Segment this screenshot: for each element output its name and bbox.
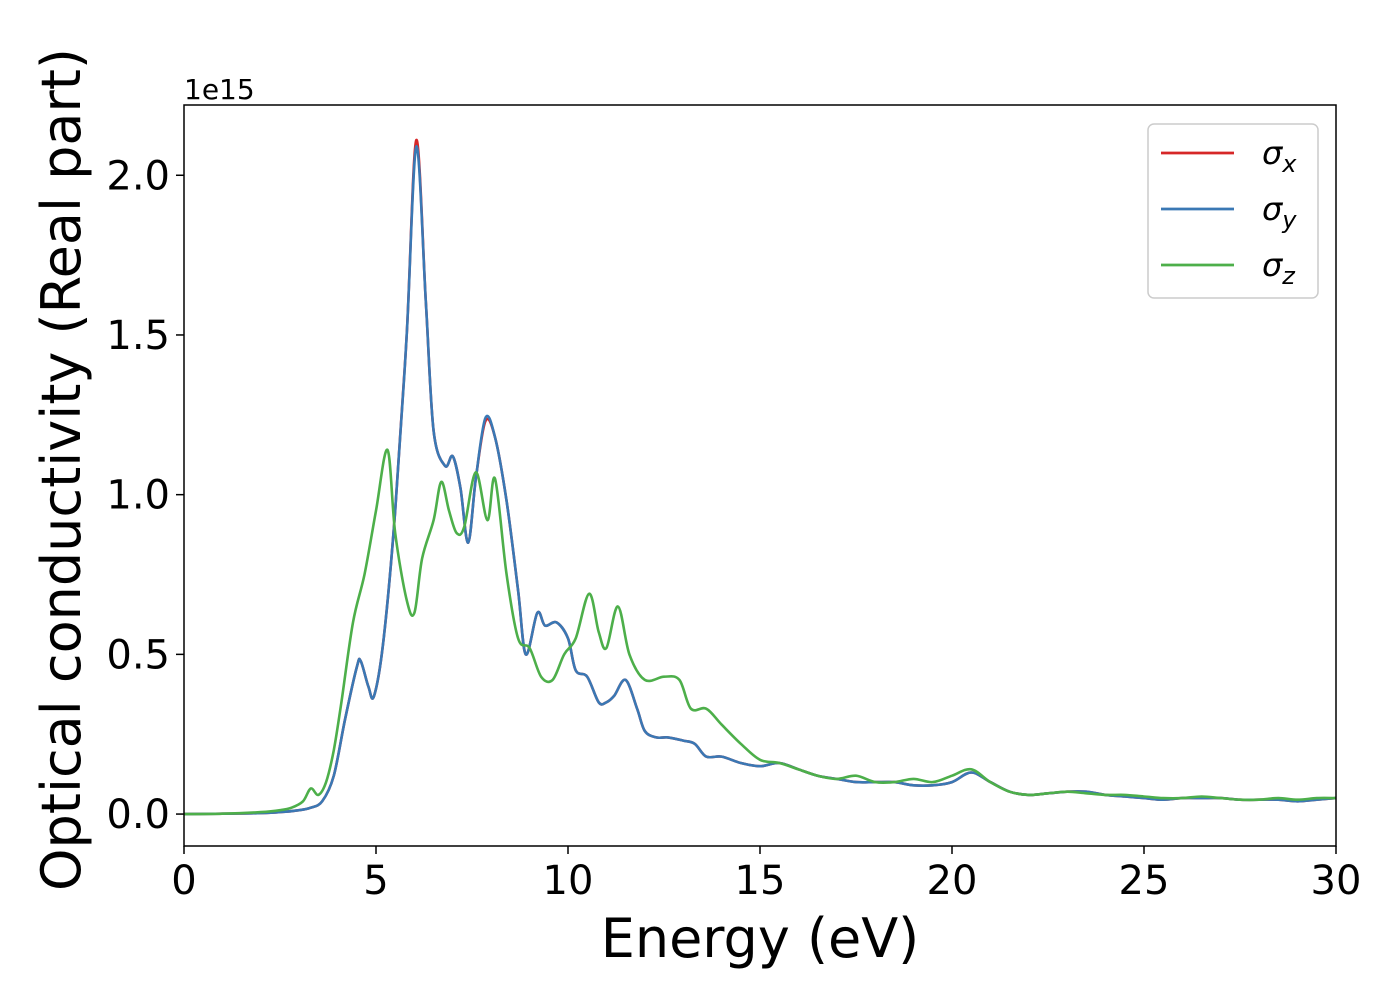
series-line-z [184, 448, 1336, 816]
legend-label-z: σz [1262, 246, 1296, 290]
x-tick-label: 20 [927, 858, 978, 904]
x-tick-label: 15 [735, 858, 786, 904]
legend-label-y: σy [1262, 190, 1297, 234]
x-axis-label: Energy (eV) [601, 907, 920, 970]
legend-box [1147, 123, 1319, 299]
x-tick-label: 0 [171, 858, 196, 904]
legend-label-x: σx [1262, 134, 1297, 178]
x-axis-ticks: 0 5 10 15 20 25 30 [171, 846, 1361, 904]
legend: σx σy σz [1147, 123, 1319, 299]
y-axis-ticks: 0.0 0.5 1.0 1.5 2.0 [106, 153, 184, 838]
plot-layer [184, 138, 1336, 816]
y-tick-label: 0.0 [106, 792, 170, 838]
y-axis-offset-label: 1e15 [184, 73, 255, 106]
x-tick-label: 5 [363, 858, 388, 904]
y-tick-label: 1.0 [106, 473, 170, 519]
y-tick-label: 1.5 [106, 313, 170, 359]
y-tick-label: 2.0 [106, 153, 170, 199]
x-tick-label: 25 [1119, 858, 1170, 904]
x-tick-label: 30 [1311, 858, 1362, 904]
y-axis-label: Optical conductivity (Real part) [30, 48, 93, 891]
y-tick-label: 0.5 [106, 632, 170, 678]
x-tick-label: 10 [543, 858, 594, 904]
